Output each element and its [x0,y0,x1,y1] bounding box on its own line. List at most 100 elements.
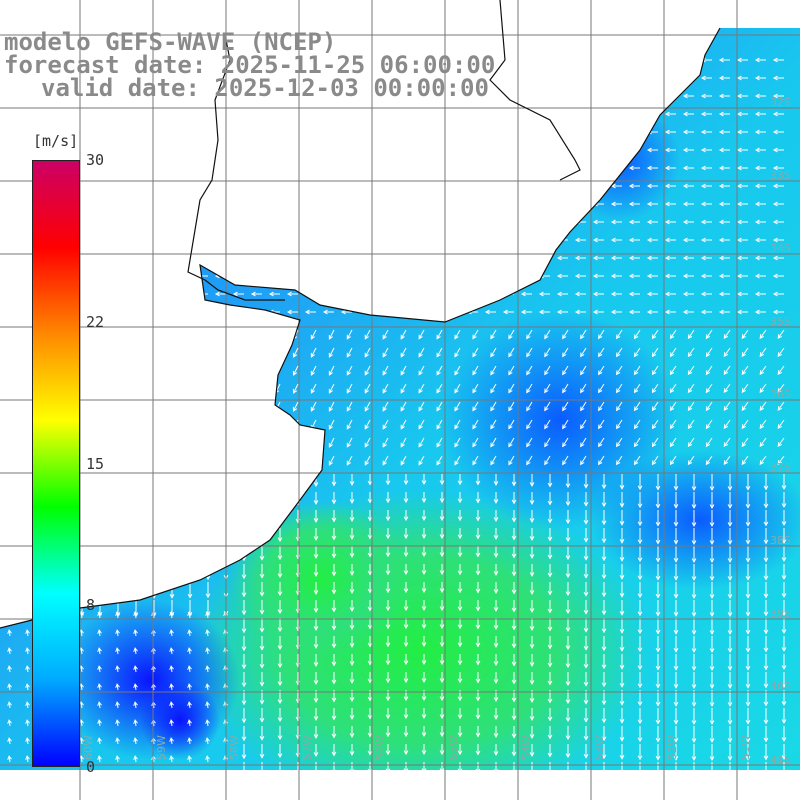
wind-arrow [292,383,299,394]
colorbar [32,160,80,767]
wind-arrow [133,737,138,745]
latitude-label: 34S [770,242,791,255]
wind-arrow [313,762,319,770]
wind-arrow [538,237,550,243]
wind-arrow [687,401,695,412]
wind-arrow [106,237,118,243]
wind-arrow [598,383,605,394]
wind-arrow [16,255,28,261]
wind-arrow [331,564,337,577]
wind-arrow [403,708,409,720]
wind-arrow [687,347,695,358]
wind-arrow [214,255,226,261]
wind-arrow [205,701,210,709]
wind-arrow [124,273,136,279]
wind-arrow [7,582,13,597]
wind-arrow [547,762,553,770]
wind-arrow [221,383,227,394]
wind-arrow [598,437,605,448]
wind-arrow [185,401,191,413]
wind-arrow [565,726,571,741]
wind-arrow [493,636,499,648]
wind-arrow [475,564,481,576]
wind-arrow [16,309,28,315]
wind-arrow [484,165,496,171]
wind-arrow [376,219,388,225]
wind-arrow [400,455,407,466]
wind-arrow [723,455,731,466]
wind-arrow [511,672,517,685]
wind-arrow [268,273,280,279]
wind-arrow [502,309,514,315]
wind-arrow [340,129,352,135]
wind-arrow [745,582,751,599]
wind-arrow [529,510,535,523]
wind-arrow [475,618,481,630]
wind-arrow [655,582,661,599]
wind-arrow [520,129,532,135]
wind-arrow [777,455,785,465]
wind-arrow [286,291,298,297]
wind-arrow [394,219,406,225]
wind-arrow [439,582,445,594]
wind-arrow [727,726,733,743]
wind-arrow [619,546,625,562]
wind-arrow [113,329,119,341]
wind-arrow [475,528,481,540]
wind-arrow [196,237,208,243]
wind-arrow [565,744,571,759]
wind-arrow [214,201,226,207]
wind-arrow [23,437,29,449]
wind-arrow [205,629,210,637]
wind-arrow [646,273,658,279]
wind-arrow [205,737,210,745]
wind-arrow [772,237,784,243]
wind-arrow [565,492,571,507]
wind-arrow [328,437,335,448]
wind-arrow [691,618,697,636]
wind-arrow [403,474,409,486]
wind-arrow [655,510,661,527]
wind-arrow [382,347,389,358]
wind-arrow [178,201,190,207]
wind-arrow [502,183,514,189]
wind-arrow [277,474,283,489]
wind-arrow [115,755,120,763]
wind-arrow [349,744,355,756]
wind-arrow [133,564,139,582]
wind-arrow [777,437,785,447]
wind-arrow [385,564,391,576]
wind-arrow [583,582,589,597]
wind-arrow [682,93,694,99]
wind-arrow [592,75,604,81]
wind-arrow [313,654,319,667]
wind-arrow [502,75,514,81]
wind-arrow [412,111,424,117]
wind-arrow [633,437,641,448]
wind-arrow [274,455,281,466]
wind-arrow [592,273,604,279]
wind-arrow [538,183,550,189]
wind-arrow [187,737,192,745]
wind-arrow [310,329,317,340]
wind-arrow [313,582,319,595]
wind-arrow [754,93,766,99]
wind-arrow [562,383,569,394]
wind-arrow [709,546,715,564]
wind-arrow [367,546,373,558]
wind-arrow [187,719,192,727]
wind-arrow [131,383,137,395]
wind-arrow [304,111,316,117]
wind-arrow [436,365,443,376]
wind-arrow [718,201,730,207]
wind-arrow [544,455,551,466]
wind-arrow [232,147,244,153]
wind-arrow [655,600,661,617]
wind-arrow [700,201,712,207]
wind-arrow [221,401,227,412]
wind-arrow [580,419,587,430]
wind-arrow [367,510,373,522]
wind-arrow [772,75,784,81]
wind-arrow [628,111,640,117]
wind-arrow [781,510,787,527]
